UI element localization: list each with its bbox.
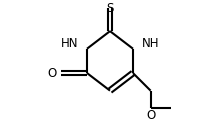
Text: O: O <box>47 67 57 79</box>
Text: HN: HN <box>61 38 78 51</box>
Text: O: O <box>146 109 155 122</box>
Text: S: S <box>106 2 114 15</box>
Text: NH: NH <box>142 38 159 51</box>
